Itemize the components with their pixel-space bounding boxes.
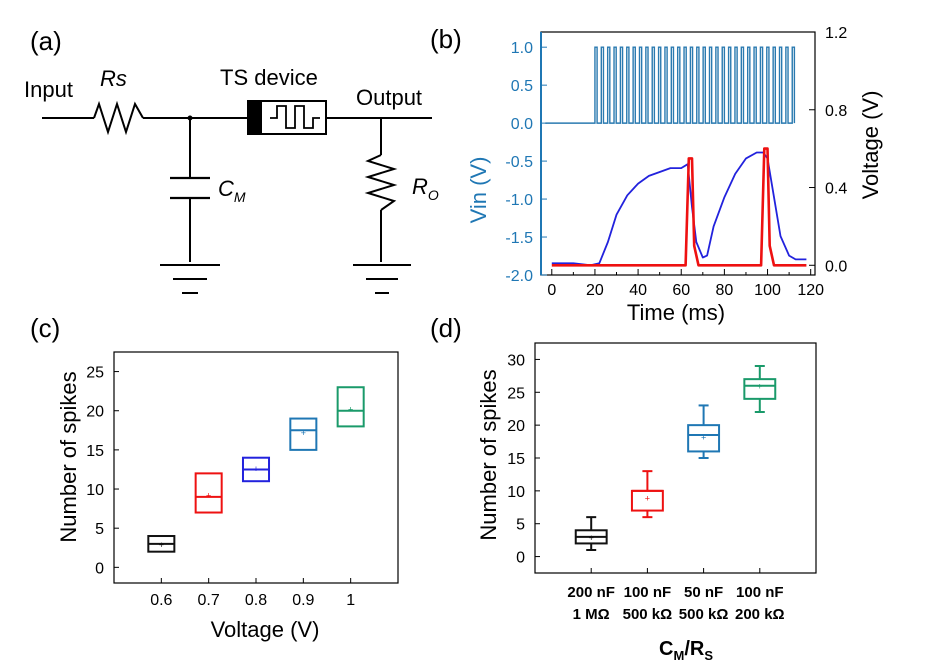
panel-b-left-tick-label: -2.0 [505,268,533,285]
panel-b-right-tick-label: 1.2 [825,25,847,42]
panel-a-letter: (a) [30,26,62,56]
panel-c-x-tick-label: 0.8 [245,592,267,609]
panel-c-x-tick-label: 0.6 [150,592,172,609]
panel-c-y-tick-label: 20 [86,404,104,421]
panel-c-x-tick-label: 0.7 [198,592,220,609]
panel-c-y-tick-label: 25 [86,365,104,382]
panel-d-box [687,424,721,453]
panel-b-left-spine [540,32,542,275]
panel-c-y-tick-label: 5 [95,521,104,538]
ro-label: RO [412,174,439,203]
ts-device-electrode [248,101,262,134]
panel-d-frame [534,342,817,574]
panel-c-mean-marker: + [301,428,306,438]
panel-b-left-tick-label: 1.0 [511,40,533,57]
panel-d-mean-marker: + [645,493,650,503]
panel-b-x-tick-label: 120 [797,282,824,299]
panel-d-x-tick-label: 50 nF [684,584,723,601]
panel-a-circuit: (a) Input Rs TS device Output CM RO [24,26,439,294]
panel-b-x-axis-title: Time (ms) [627,300,725,325]
panel-b-right-tick-label: 0.4 [825,181,847,198]
panel-b-chart: (b) 0 20 40 60 80 100 120 1.0 0.5 0.0 -0.5 -1.0 -1.5… [430,24,883,325]
panel-c-mean-marker: + [159,540,164,550]
panel-c-box [336,386,365,428]
panel-b-left-tick-label: 0.5 [511,78,533,95]
panel-b-x-tick-label: 80 [715,282,733,299]
panel-d-x-tick-label: 1 MΩ [573,606,610,623]
cm-capacitor-icon [170,176,210,200]
panel-b-series-line [551,147,807,267]
panel-c-box [289,417,318,451]
panel-b-left-tick-label: -0.5 [505,154,533,171]
panel-d-x-tick-label: 100 nF [736,584,784,601]
panel-b-x-tick-label: 40 [629,282,647,299]
rs-resistor-icon [93,100,144,136]
ts-device-filament [270,105,320,129]
panel-d-y-tick-label: 30 [507,352,525,369]
panel-c-x-tick-label: 0.9 [292,592,314,609]
panel-c-x-axis-title: Voltage (V) [211,617,320,642]
panel-d-chart: (d) 0 5 10 15 20 25 30 200 nF 1 MΩ +100 nF 500 kΩ +… [430,313,817,663]
panel-d-mean-marker: + [757,382,762,392]
panel-d-x-tick-label: 100 nF [624,584,672,601]
panel-d-y-tick-label: 15 [507,451,525,468]
cm-label: CM [218,176,246,205]
panel-d-plot-area: 0 5 10 15 20 25 30 200 nF 1 MΩ +100 nF 500 kΩ +50 n… [507,342,817,623]
panel-d-letter: (d) [430,313,462,343]
panel-c-y-tick-label: 0 [95,560,104,577]
panel-d-y-tick-label: 0 [516,550,525,567]
panel-b-right-tick-label: 0.8 [825,103,847,120]
panel-b-input-pulse-train [545,46,796,124]
panel-c-letter: (c) [30,313,60,343]
panel-d-x-tick-label: 200 kΩ [735,606,785,623]
ts-device-label: TS device [220,65,318,90]
panel-d-y-tick-label: 5 [516,517,525,534]
panel-d-y-tick-label: 25 [507,385,525,402]
panel-d-x-tick-label: 200 nF [567,584,615,601]
rs-label: Rs [100,66,127,91]
panel-c-y-tick-label: 10 [86,482,104,499]
panel-d-y-tick-label: 10 [507,484,525,501]
panel-d-box [743,378,777,400]
panel-c-mean-marker: + [206,491,211,501]
panel-c-y-axis-title: Number of spikes [56,371,81,542]
panel-b-left-tick-label: -1.0 [505,192,533,209]
panel-c-mean-marker: + [253,464,258,474]
panel-c-mean-marker: + [348,404,353,414]
panel-b-right-axis-title: Voltage (V) [858,91,883,200]
panel-d-y-tick-label: 20 [507,418,525,435]
panel-b-left-axis-title: Vin (V) [466,157,491,224]
panel-d-y-axis-title: Number of spikes [476,369,501,540]
panel-c-plot-area: 0 5 10 15 20 25 0.6 +0.7 +0.8 +0.9 +1 + [86,351,399,609]
input-label: Input [24,77,73,102]
panel-c-box [194,472,223,514]
panel-b-right-tick-label: 0.0 [825,258,847,275]
panel-b-x-tick-label: 0 [547,282,556,299]
panel-d-x-tick-label: 500 kΩ [679,606,729,623]
ground-icon-ro [353,264,411,294]
panel-b-plot-area: 0 20 40 60 80 100 120 1.0 0.5 0.0 -0.5 -1.0 -1.5 -2.0… [505,25,847,299]
output-label: Output [356,85,422,110]
panel-b-x-tick-label: 20 [586,282,604,299]
panel-d-x-tick-label: 500 kΩ [623,606,673,623]
panel-c-y-tick-label: 15 [86,443,104,460]
panel-b-x-tick-label: 100 [754,282,781,299]
panel-b-left-tick-label: -1.5 [505,230,533,247]
panel-d-mean-marker: + [589,533,594,543]
panel-b-x-tick-label: 60 [672,282,690,299]
panel-d-mean-marker: + [701,432,706,442]
panel-c-chart: (c) 0 5 10 15 20 25 0.6 +0.7 +0.8 +0.9 +1 + Voltage… [30,313,399,642]
panel-b-left-tick-label: 0.0 [511,116,533,133]
ground-icon-cm [160,264,220,294]
panel-c-x-tick-label: 1 [346,592,355,609]
panel-d-x-axis-title: CM/RS [659,638,713,663]
panel-b-letter: (b) [430,24,462,54]
panel-b-series-line [551,151,807,267]
ro-resistor-icon [364,154,398,211]
